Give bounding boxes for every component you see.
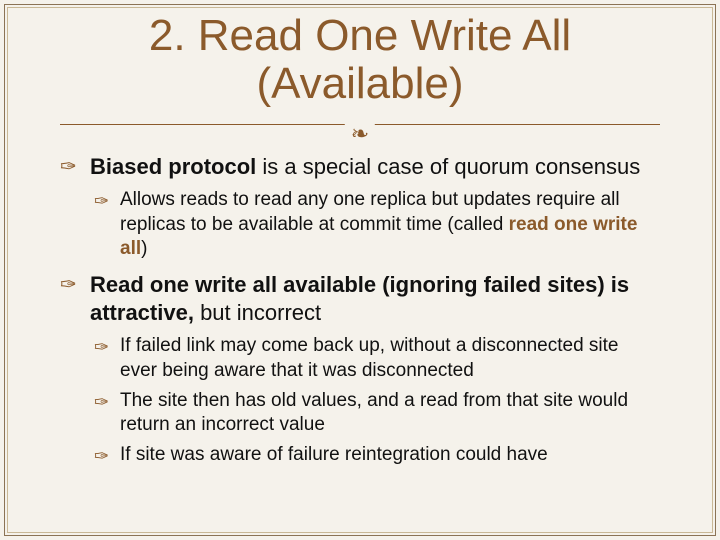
slide-title: 2. Read One Write All (Available) xyxy=(60,12,660,109)
title-line-1: 2. Read One Write All xyxy=(149,11,571,60)
body-content: Biased protocol is a special case of quo… xyxy=(60,153,660,468)
flourish-icon: ❧ xyxy=(345,123,375,145)
bullet-1-bold: Biased protocol xyxy=(90,154,256,179)
bullet-1-rest: is a special case of quorum consensus xyxy=(256,154,640,179)
bullet-2-sub-1: If failed link may come back up, without… xyxy=(94,334,660,383)
bullet-1: Biased protocol is a special case of quo… xyxy=(60,153,660,181)
bullet-2-sub-2-text: The site then has old values, and a read… xyxy=(120,390,628,435)
bullet-1-sub-1: Allows reads to read any one replica but… xyxy=(94,188,660,261)
title-divider: ❧ xyxy=(60,115,660,137)
bullet-2-sub-2: The site then has old values, and a read… xyxy=(94,389,660,438)
bullet-2: Read one write all available (ignoring f… xyxy=(60,271,660,326)
bullet-2-sub-3: If site was aware of failure reintegrati… xyxy=(94,443,660,467)
bullet-2-sub-3-text: If site was aware of failure reintegrati… xyxy=(120,444,548,465)
slide-content: 2. Read One Write All (Available) ❧ Bias… xyxy=(0,0,720,498)
bullet-2-bold: Read one write all available (ignoring f… xyxy=(90,272,629,325)
bullet-2-rest: but incorrect xyxy=(194,300,321,325)
bullet-1-sub-1c: ) xyxy=(141,238,147,259)
bullet-2-sub-1-text: If failed link may come back up, without… xyxy=(120,335,618,380)
title-line-2: (Available) xyxy=(256,59,463,108)
